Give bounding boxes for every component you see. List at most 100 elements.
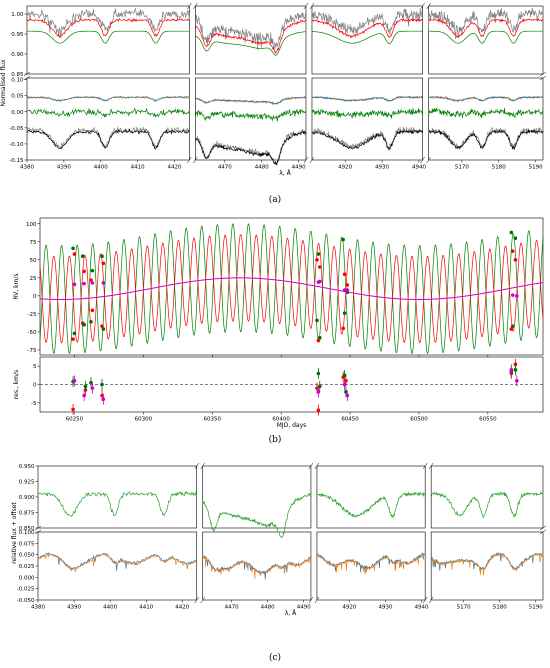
rv-point-red xyxy=(342,272,347,277)
series-line xyxy=(316,491,426,519)
x-tick-label: 4480 xyxy=(261,605,275,611)
rv-point-green xyxy=(317,335,322,340)
residual-point-magenta xyxy=(509,368,514,372)
series-line xyxy=(431,552,544,575)
x-axis-label: MJD, days xyxy=(277,422,307,429)
x-tick-label: 4940 xyxy=(415,605,429,611)
series-line xyxy=(195,19,307,55)
rv-point-red xyxy=(316,338,321,343)
rv-point-red xyxy=(341,326,345,331)
rv-point-red xyxy=(345,283,350,287)
y-tick-label: 5 xyxy=(33,364,37,370)
series-line xyxy=(430,490,544,518)
x-tick-label: 5190 xyxy=(529,165,543,171)
x-tick-label: 5170 xyxy=(455,165,469,171)
axis-break-mark xyxy=(539,529,547,535)
rv-point-green xyxy=(510,324,515,328)
series-line xyxy=(37,490,198,517)
rv-point-green xyxy=(316,252,321,256)
x-tick-label: 60500 xyxy=(410,417,428,423)
axes-frame-upper xyxy=(430,465,544,529)
axes-frame-upper xyxy=(37,465,198,529)
x-axis-label: λ, Å xyxy=(279,170,291,177)
x-axis-label: λ, Å xyxy=(285,610,297,617)
series-line xyxy=(311,95,423,102)
x-tick-label: 60550 xyxy=(479,417,497,423)
residual-axis-label: res., km/s xyxy=(13,370,20,399)
x-tick-label: 60300 xyxy=(135,417,153,423)
residual-point-green xyxy=(342,373,347,378)
y-tick-label: 100 xyxy=(26,222,37,228)
series-line xyxy=(26,128,190,150)
rv-point-red xyxy=(509,327,514,331)
x-tick-label: 4410 xyxy=(139,605,153,611)
y-tick-label: 0.90 xyxy=(11,52,24,58)
series-line xyxy=(311,17,423,39)
residual-point-green xyxy=(89,380,93,385)
series-line xyxy=(428,7,544,40)
y-tick-label: -75 xyxy=(28,348,37,354)
rv-point-magenta xyxy=(515,294,519,298)
y-axis-label: RV, km/s xyxy=(13,273,20,299)
x-tick-label: 4930 xyxy=(375,165,389,171)
rv-point-red xyxy=(100,324,104,328)
series-line xyxy=(26,17,190,38)
y-axis-label: relative flux + offset xyxy=(11,502,18,564)
y-tick-label: -5 xyxy=(31,401,37,407)
residual-point-magenta xyxy=(345,393,350,398)
axis-break-mark xyxy=(187,156,192,164)
y-tick-label: 0.875 xyxy=(19,511,35,517)
systemic-curve xyxy=(39,277,544,300)
axes-frame-upper xyxy=(26,5,190,75)
panel-b-radial-velocity: 60250 60300 60350 60400 60450 60500 60550 -75 -5… xyxy=(13,217,544,429)
x-tick-label: 4480 xyxy=(255,165,269,171)
axes-frame-lower xyxy=(428,77,544,161)
x-tick-label: 4470 xyxy=(218,165,232,171)
series-line xyxy=(311,127,423,151)
rv-point-red xyxy=(72,252,77,256)
axes-frame-lower xyxy=(430,531,544,601)
y-tick-label: -0.10 xyxy=(9,142,24,148)
x-tick-label: 4930 xyxy=(378,605,392,611)
residual-point-red xyxy=(344,379,348,383)
series-line xyxy=(311,108,423,119)
rv-point-magenta xyxy=(342,288,347,292)
x-tick-label: 60400 xyxy=(272,417,290,423)
series-line xyxy=(194,108,307,122)
y-tick-label: -0.025 xyxy=(17,587,35,593)
axes-frame-lower xyxy=(311,77,423,161)
y-tick-label: -0.050 xyxy=(17,598,35,604)
rv-point-red xyxy=(510,249,515,253)
rv-point-magenta xyxy=(82,281,86,286)
y-tick-label: 1.00 xyxy=(11,12,24,18)
x-tick-label: 4400 xyxy=(103,605,117,611)
y-tick-label: 75 xyxy=(30,240,37,246)
axes-frame-upper xyxy=(311,5,423,75)
residual-point-magenta xyxy=(342,382,347,387)
caption-b: (b) xyxy=(269,434,282,445)
rv-point-magenta xyxy=(510,293,515,297)
series-line xyxy=(37,553,197,573)
y-tick-label: 0.850 xyxy=(19,526,35,532)
y-tick-label: -0.05 xyxy=(9,126,24,132)
rv-point-green xyxy=(341,237,345,242)
x-tick-label: 60350 xyxy=(204,417,222,423)
series-line xyxy=(428,107,544,119)
x-tick-label: 4490 xyxy=(292,165,306,171)
axes-frame-lower xyxy=(195,77,307,161)
series-line xyxy=(26,95,190,102)
residual-point-green xyxy=(316,371,321,376)
y-tick-label: 0.10 xyxy=(11,78,24,84)
series-line xyxy=(26,126,190,150)
x-tick-label: 4380 xyxy=(31,605,45,611)
axis-break-mark xyxy=(539,525,547,531)
rv-point-green xyxy=(315,318,319,323)
x-tick-label: 4390 xyxy=(67,605,81,611)
series-line xyxy=(195,12,307,51)
axis-break-mark xyxy=(422,462,428,470)
rv-point-red xyxy=(101,261,106,266)
axis-break-mark xyxy=(539,75,547,81)
axes-frame-upper xyxy=(316,465,426,529)
rv-point-red xyxy=(513,258,518,262)
residual-point-red xyxy=(316,408,321,412)
